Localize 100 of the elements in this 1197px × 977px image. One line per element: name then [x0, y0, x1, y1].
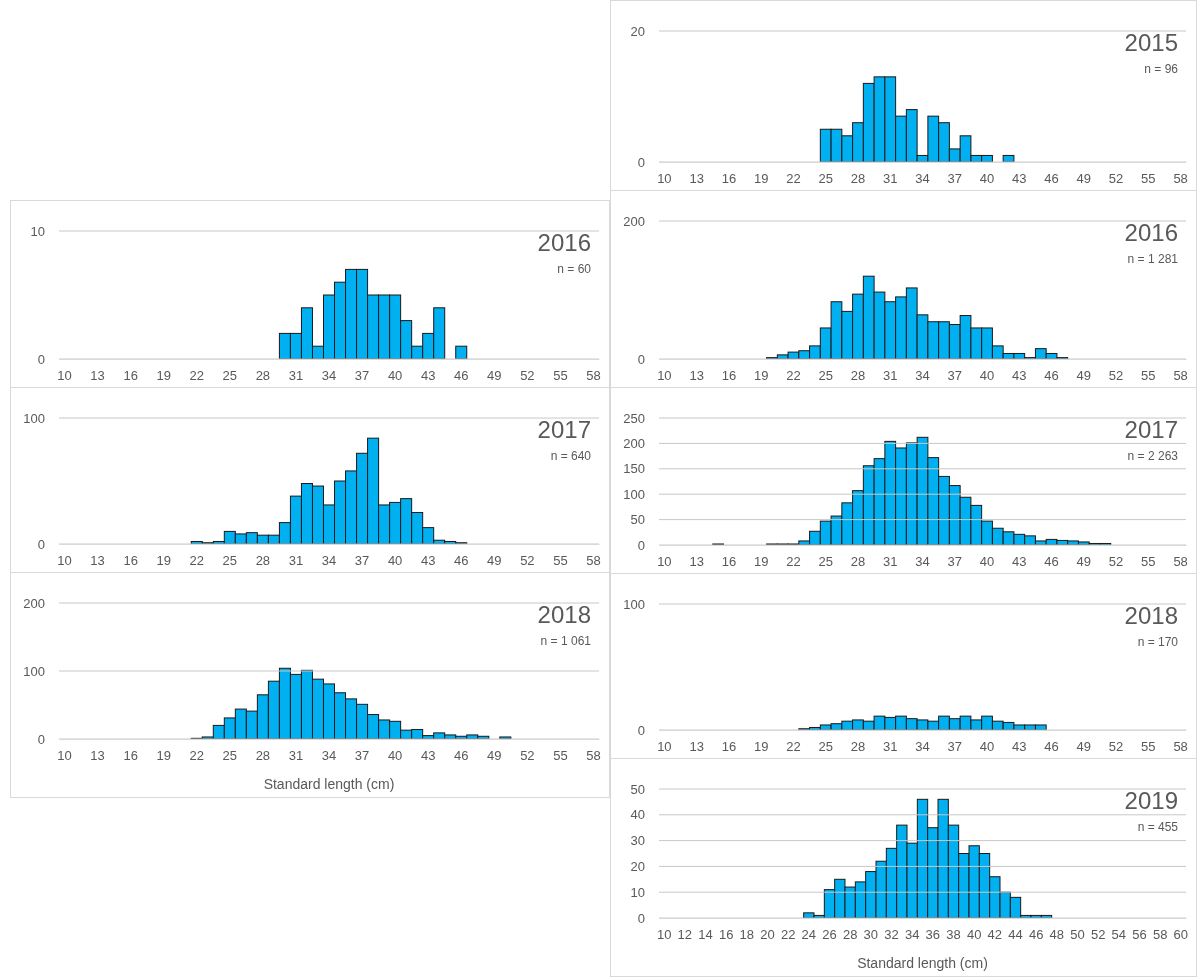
y-tick-label: 0 [37, 351, 45, 367]
y-tick-label: 200 [623, 213, 645, 229]
x-tick-label: 52 [1108, 171, 1124, 187]
x-tick-label: 46 [454, 748, 469, 764]
x-tick-label: 30 [863, 927, 879, 943]
x-tick-label: 58 [1173, 739, 1188, 755]
x-tick-label: 31 [883, 739, 898, 755]
y-tick-label: 0 [637, 537, 645, 553]
x-tick-label: 52 [520, 748, 535, 764]
y-tick-label: 200 [23, 595, 45, 611]
x-axis-title: Standard length (cm) [857, 955, 988, 971]
x-tick-label: 28 [850, 554, 866, 570]
x-tick-label: 58 [1152, 927, 1168, 943]
text: n = 1 061 [540, 634, 592, 648]
x-tick-label: 37 [947, 554, 962, 570]
x-tick-label: 55 [1141, 368, 1156, 384]
y-tick-label: 20 [630, 859, 645, 875]
y-tick-label: 250 [623, 410, 645, 426]
chart-title: 2016 [1124, 219, 1178, 246]
x-tick-label: 19 [753, 368, 769, 384]
chart-title: 2015 [1124, 29, 1178, 56]
x-tick-label: 58 [1173, 368, 1188, 384]
x-tick-label: 19 [156, 553, 171, 569]
x-tick-label: 10 [656, 927, 672, 943]
x-tick-label: 50 [1070, 927, 1085, 943]
x-tick-label: 25 [818, 554, 833, 570]
x-tick-label: 40 [387, 748, 403, 764]
x-tick-label: 49 [1076, 739, 1092, 755]
x-tick-label: 26 [822, 927, 837, 943]
x-tick-label: 25 [818, 739, 833, 755]
x-tick-label: 58 [1173, 554, 1188, 570]
x-tick-label: 34 [321, 368, 337, 384]
y-tick-label: 0 [637, 910, 645, 926]
x-tick-label: 22 [780, 927, 796, 943]
x-tick-label: 52 [1108, 368, 1124, 384]
x-tick-label: 16 [721, 739, 737, 755]
x-tick-label: 13 [689, 554, 704, 570]
x-tick-label: 22 [786, 554, 801, 570]
x-tick-label: 46 [1044, 368, 1059, 384]
x-tick-label: 10 [657, 368, 672, 384]
x-tick-label: 46 [454, 553, 469, 569]
y-tick-label: 100 [23, 663, 45, 679]
text: n = 455 [1137, 820, 1179, 834]
x-axis-title: Standard length (cm) [263, 776, 395, 792]
x-tick-label: 34 [915, 368, 930, 384]
x-tick-label: 46 [1044, 554, 1059, 570]
x-tick-label: 52 [520, 368, 535, 384]
x-tick-label: 52 [1108, 739, 1124, 755]
x-tick-label: 55 [553, 553, 568, 569]
y-tick-label: 100 [623, 596, 645, 612]
x-tick-label: 10 [657, 554, 672, 570]
x-tick-label: 49 [1076, 171, 1092, 187]
x-tick-label: 40 [387, 553, 403, 569]
x-tick-label: 22 [786, 368, 801, 384]
x-tick-label: 34 [904, 927, 920, 943]
x-tick-label: 31 [883, 554, 898, 570]
x-tick-label: 24 [801, 927, 817, 943]
x-tick-label: 13 [90, 553, 105, 569]
x-tick-label: 36 [925, 927, 941, 943]
x-tick-label: 13 [90, 368, 105, 384]
x-tick-label: 10 [657, 739, 672, 755]
text: n = 96 [1144, 62, 1179, 76]
x-tick-label: 22 [189, 368, 204, 384]
x-tick-label: 25 [818, 171, 833, 187]
x-tick-label: 43 [1012, 739, 1027, 755]
x-tick-label: 37 [947, 368, 962, 384]
y-tick-label: 0 [37, 536, 45, 552]
y-tick-label: 10 [30, 223, 45, 239]
x-tick-label: 14 [698, 927, 713, 943]
x-tick-label: 19 [753, 739, 769, 755]
x-tick-label: 55 [1141, 554, 1156, 570]
x-tick-label: 37 [354, 748, 370, 764]
x-tick-label: 10 [657, 171, 672, 187]
x-tick-label: 22 [786, 171, 801, 187]
x-tick-label: 56 [1132, 927, 1147, 943]
x-tick-label: 31 [288, 553, 304, 569]
x-tick-label: 31 [288, 368, 304, 384]
x-tick-label: 46 [454, 368, 469, 384]
x-tick-label: 19 [156, 748, 171, 764]
x-tick-label: 10 [57, 368, 72, 384]
x-tick-label: 13 [689, 368, 704, 384]
x-tick-label: 19 [753, 554, 769, 570]
x-tick-label: 16 [721, 171, 737, 187]
y-tick-label: 50 [630, 512, 645, 528]
x-tick-label: 31 [883, 368, 898, 384]
x-tick-label: 43 [1012, 368, 1027, 384]
x-tick-label: 48 [1049, 927, 1065, 943]
y-tick-label: 150 [623, 461, 645, 477]
x-tick-label: 44 [1008, 927, 1023, 943]
x-tick-label: 16 [718, 927, 734, 943]
x-tick-label: 55 [553, 748, 568, 764]
x-tick-label: 22 [189, 553, 204, 569]
chart-title: 2018 [537, 601, 591, 628]
x-tick-label: 52 [1108, 554, 1124, 570]
y-tick-label: 50 [630, 781, 645, 797]
x-tick-label: 28 [255, 368, 271, 384]
x-tick-label: 28 [850, 368, 866, 384]
x-tick-label: 43 [1012, 171, 1027, 187]
x-tick-label: 31 [288, 748, 304, 764]
x-tick-label: 46 [1028, 927, 1044, 943]
